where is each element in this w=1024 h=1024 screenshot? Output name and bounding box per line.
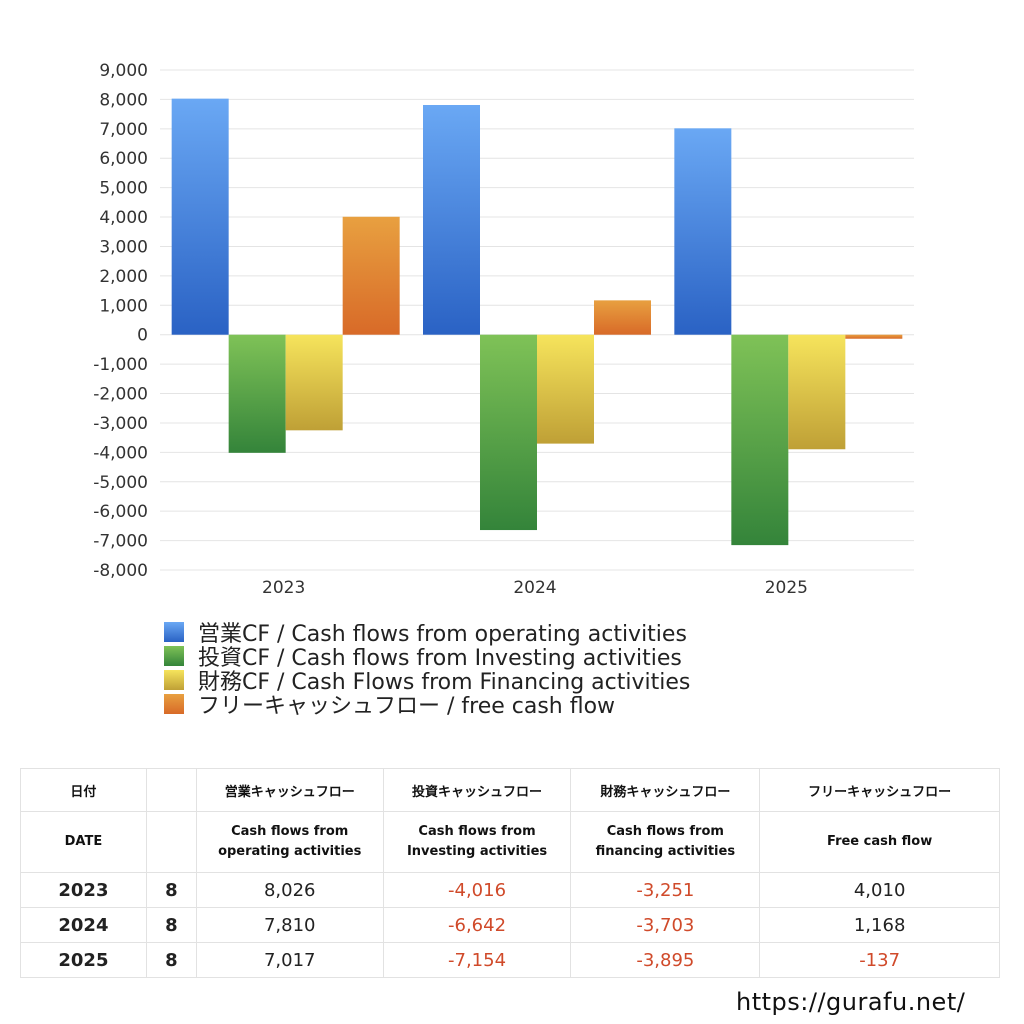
bar-2023-3 [342,216,400,335]
legend-swatch-operating [164,622,184,642]
bar-2024-0 [423,105,480,335]
header-free-cf-en: Free cash flow [759,811,1000,873]
legend-swatch-financing [164,670,184,690]
y-tick-label: -8,000 [93,561,148,581]
row-month: 8 [145,872,197,908]
header-operating-jp: 営業キャッシュフロー [195,768,384,812]
x-tick-label: 2025 [765,578,808,598]
table-header-en: DATE Cash flows from operating activitie… [20,811,1000,873]
site-url[interactable]: https://gurafu.net/ [736,988,966,1016]
y-tick-label: 8,000 [99,90,148,110]
table-header-jp: 日付 営業キャッシュフロー 投資キャッシュフロー 財務キャッシュフロー フリーキ… [20,768,1000,812]
bars [171,98,903,546]
cell-financing: -3,251 [570,872,761,908]
y-tick-label: -4,000 [93,443,148,463]
y-tick-label: 0 [137,326,148,346]
y-tick-label: 3,000 [99,237,148,257]
legend-item-operating: 営業CF / Cash flows from operating activit… [164,620,690,647]
row-year: 2024 [20,907,147,943]
y-tick-label: -6,000 [93,502,148,522]
y-tick-label: 7,000 [99,120,148,140]
header-investing-jp: 投資キャッシュフロー [382,768,572,812]
legend-item-free-cash-flow: フリーキャッシュフロー / free cash flow [164,692,690,719]
y-tick-label: 1,000 [99,296,148,316]
row-month: 8 [145,907,197,943]
cell-free-cf: -137 [759,942,1000,978]
header-blank [145,768,197,812]
bar-2024-1 [480,334,537,531]
bar-2023-2 [285,334,343,431]
header-date-en: DATE [20,811,147,873]
cell-operating: 7,810 [195,907,384,943]
cell-free-cf: 1,168 [759,907,1000,943]
cell-operating: 7,017 [195,942,384,978]
bar-2025-2 [788,334,846,450]
table-row: 2025 8 7,017 -7,154 -3,895 -137 [20,942,1000,978]
y-tick-label: 9,000 [99,61,148,81]
bar-2024-2 [537,334,594,444]
x-axis: 2023 2024 2025 [262,578,808,598]
cell-operating: 8,026 [195,872,384,908]
table-row: 2023 8 8,026 -4,016 -3,251 4,010 [20,872,1000,908]
y-tick-label: -7,000 [93,532,148,552]
legend: 営業CF / Cash flows from operating activit… [164,620,690,719]
y-tick-label: -5,000 [93,473,148,493]
header-financing-en: Cash flows from financing activities [570,811,761,873]
bar-2025-1 [731,334,789,546]
legend-label-financing: 財務CF / Cash Flows from Financing activit… [198,670,691,695]
row-year: 2025 [20,942,147,978]
bar-chart: 9,000 8,000 7,000 6,000 5,000 4,000 3,000 2,000… [93,61,914,598]
header-financing-jp: 財務キャッシュフロー [570,768,761,812]
cell-investing: -4,016 [382,872,572,908]
bar-2023-0 [171,98,229,335]
x-tick-label: 2023 [262,578,305,598]
x-tick-label: 2024 [513,578,556,598]
row-year: 2023 [20,872,147,908]
cell-free-cf: 4,010 [759,872,1000,908]
legend-label-operating: 営業CF / Cash flows from operating activit… [198,622,687,647]
cell-financing: -3,895 [570,942,761,978]
y-tick-label: -3,000 [93,414,148,434]
bar-2025-3 [845,334,903,339]
bar-2024-3 [594,300,651,335]
header-blank-en [145,811,197,873]
bar-2025-0 [674,128,732,335]
row-month: 8 [145,942,197,978]
header-investing-en: Cash flows from Investing activities [382,811,572,873]
legend-item-financing: 財務CF / Cash Flows from Financing activit… [164,668,690,695]
legend-label-investing: 投資CF / Cash flows from Investing activit… [198,646,682,671]
legend-label-free-cash-flow: フリーキャッシュフロー / free cash flow [198,694,616,719]
y-tick-label: 4,000 [99,208,148,228]
y-tick-label: 2,000 [99,267,148,287]
y-tick-label: 6,000 [99,149,148,169]
legend-swatch-free-cash-flow [164,694,184,714]
cell-financing: -3,703 [570,907,761,943]
y-tick-label: -2,000 [93,385,148,405]
cash-flow-table: 日付 営業キャッシュフロー 投資キャッシュフロー 財務キャッシュフロー フリーキ… [20,768,1000,978]
legend-item-investing: 投資CF / Cash flows from Investing activit… [164,644,690,671]
header-free-cf-jp: フリーキャッシュフロー [759,768,1000,812]
y-tick-label: -1,000 [93,355,148,375]
y-axis: 9,000 8,000 7,000 6,000 5,000 4,000 3,000 2,000… [93,61,148,581]
legend-swatch-investing [164,646,184,666]
y-tick-label: 5,000 [99,179,148,199]
cell-investing: -6,642 [382,907,572,943]
header-operating-en: Cash flows from operating activities [195,811,384,873]
table-row: 2024 8 7,810 -6,642 -3,703 1,168 [20,907,1000,943]
cell-investing: -7,154 [382,942,572,978]
header-date-jp: 日付 [20,768,147,812]
bar-2023-1 [228,334,286,453]
